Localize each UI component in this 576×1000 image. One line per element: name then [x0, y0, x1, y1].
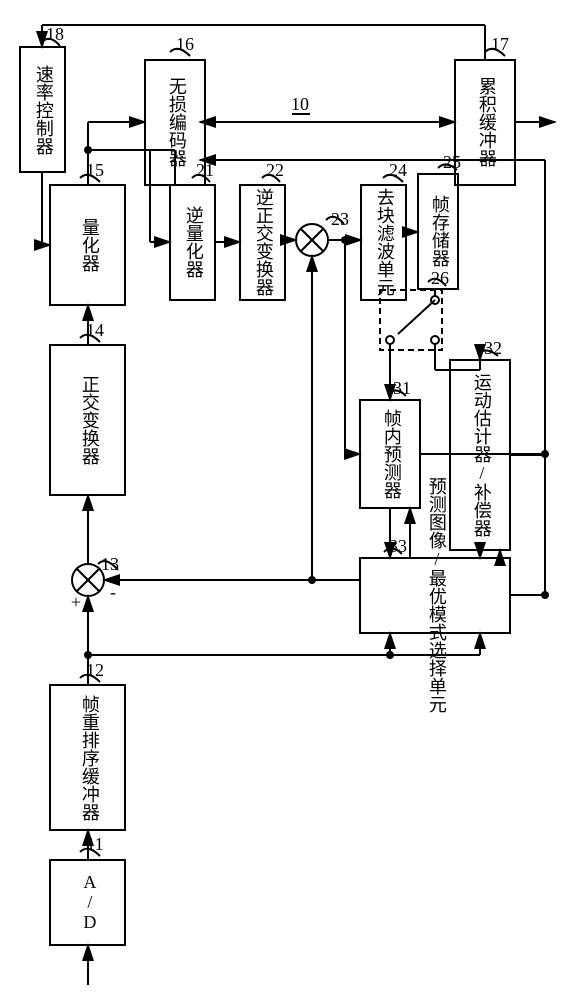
block-14-label: 正交变换器	[80, 375, 100, 465]
block-33-num: 33	[389, 536, 407, 556]
block-15-label: 量化器	[80, 218, 100, 272]
block-31-label: 帧内预测器	[382, 409, 402, 499]
block-33-label: 预测图像/最优模式选择单元	[427, 477, 447, 713]
block-21-label: 逆量化器	[184, 206, 204, 278]
block-12-label: 帧重排序缓冲器	[80, 695, 100, 821]
block-25-label: 帧存储器	[430, 195, 450, 267]
block-31-num: 31	[393, 378, 411, 398]
sign-13-plus: +	[71, 592, 81, 612]
block-25-num: 25	[443, 152, 461, 172]
block-diagram: 10 A/D 11 帧重排序缓冲器 12 13 + - 正交变换器 14 量化器…	[0, 0, 576, 1000]
block-17-label: 累积缓冲器	[477, 77, 497, 167]
block-16-label: 无损编码器	[167, 77, 187, 167]
block-11-label: A/D	[80, 872, 100, 932]
block-22-label: 逆正交变换器	[254, 188, 274, 296]
block-18-label: 速率控制器	[34, 65, 54, 155]
block-32-num: 32	[484, 338, 502, 358]
diagram-id: 10	[291, 94, 309, 114]
block-24-label: 去块滤波单元	[375, 188, 395, 296]
sign-13-minus: -	[110, 582, 116, 602]
